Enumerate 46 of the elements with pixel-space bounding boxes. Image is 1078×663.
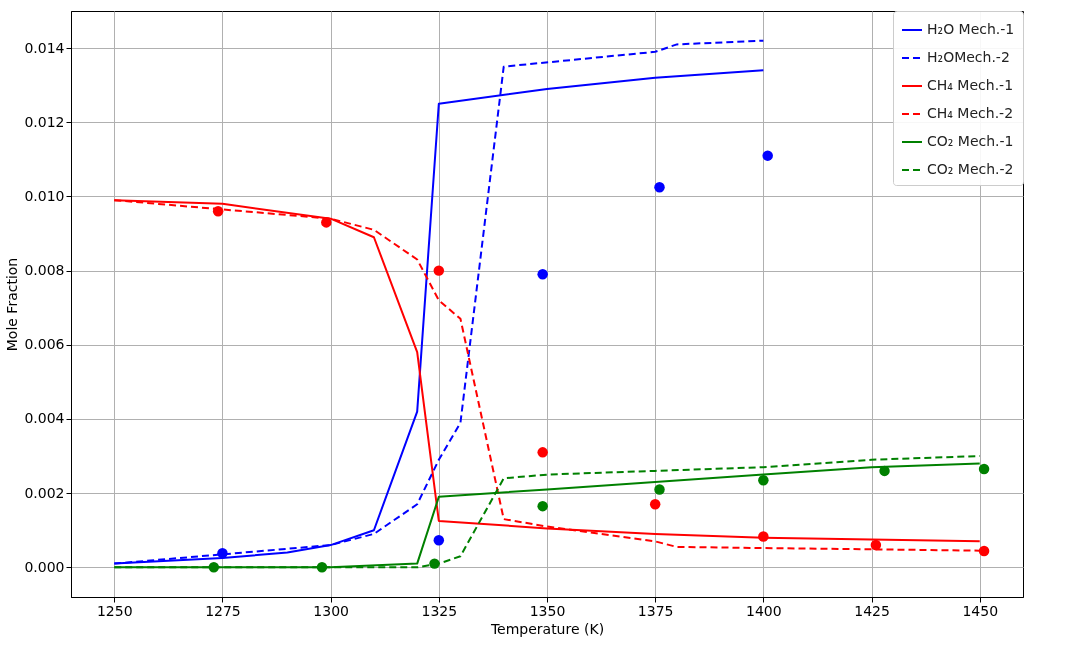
point [758, 474, 769, 486]
y-tick-label: 0.006 [24, 336, 65, 353]
y-tick-label: 0.004 [24, 410, 65, 427]
legend-label: CH₄ Mech.-1 [927, 77, 1014, 93]
y-tick-label: 0.002 [24, 484, 65, 501]
point [537, 269, 548, 280]
point [978, 463, 990, 475]
x-tick-label: 1300 [313, 602, 349, 619]
y-tick-label: 0.008 [24, 262, 65, 279]
x-tick-label: 1250 [96, 602, 133, 619]
point [537, 447, 548, 458]
y-tick-label: 0.000 [24, 558, 65, 575]
x-tick-label: 1350 [529, 602, 566, 619]
x-tick-label: 1400 [746, 602, 782, 619]
point [870, 539, 882, 551]
point [208, 562, 220, 573]
point [762, 150, 773, 161]
point [654, 484, 665, 495]
x-tick-label: 1275 [205, 602, 241, 619]
y-tick-label: 0.014 [24, 39, 65, 56]
legend-label: H₂OMech.-2 [927, 49, 1010, 65]
point [212, 206, 224, 217]
point [433, 265, 445, 276]
point [217, 548, 228, 559]
x-tick-label: 1425 [854, 602, 890, 619]
point [433, 535, 445, 546]
point [654, 181, 665, 193]
x-tick-label: 1450 [962, 602, 999, 619]
point [879, 465, 890, 477]
y-tick-label: 0.010 [24, 187, 65, 204]
point [316, 562, 328, 573]
point [649, 499, 661, 510]
legend-label: CO₂ Mech.-2 [927, 161, 1014, 177]
legend-label: CO₂ Mech.-1 [927, 133, 1014, 149]
point [758, 531, 769, 542]
point [978, 545, 990, 557]
y-tick-label: 0.012 [24, 113, 65, 130]
point [321, 217, 332, 228]
y-axis-title: Mole Fraction [4, 257, 21, 352]
x-axis-title: Temperature (K) [489, 620, 605, 637]
point [429, 558, 440, 569]
point [537, 500, 548, 512]
x-tick-label: 1375 [637, 602, 674, 619]
legend-label: CH₄ Mech.-2 [927, 105, 1014, 121]
legend-label: H₂O Mech.-1 [927, 21, 1015, 37]
x-tick-label: 1325 [421, 602, 458, 619]
